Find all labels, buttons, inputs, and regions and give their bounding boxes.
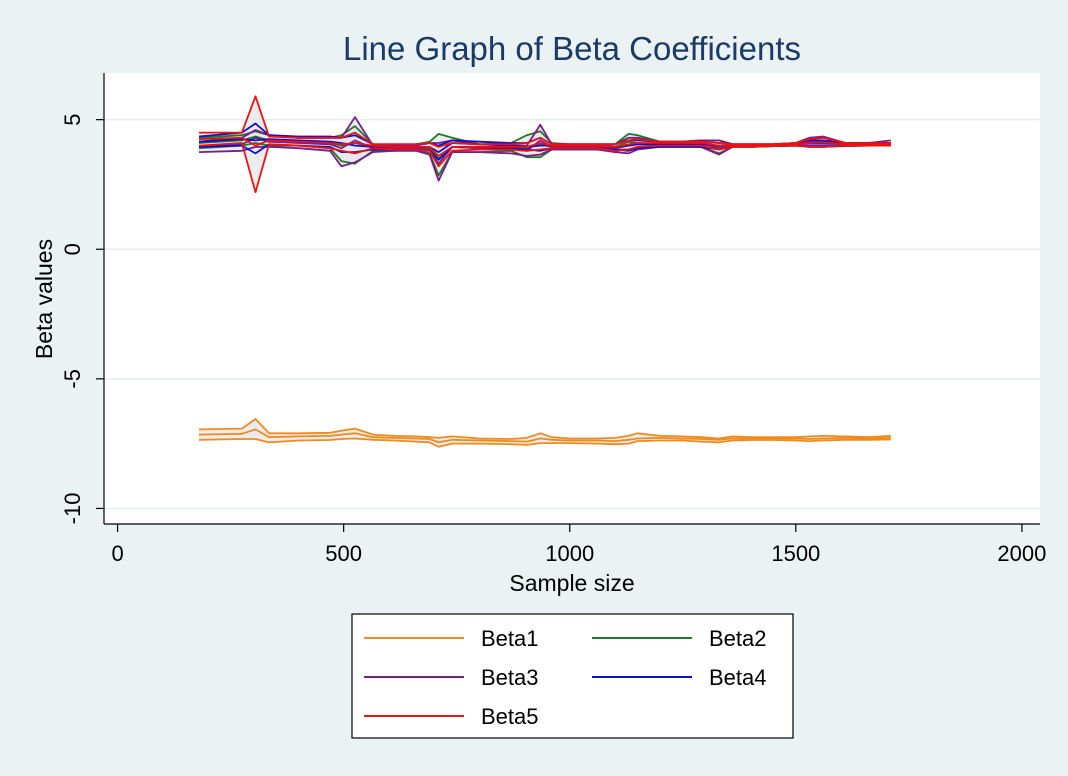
series-line-beta1-mean xyxy=(198,428,891,444)
x-axis-title: Sample size xyxy=(509,570,634,596)
legend-label-beta1: Beta1 xyxy=(481,626,539,651)
y-tick-label: -10 xyxy=(60,493,85,525)
y-tick-label: 0 xyxy=(60,243,85,255)
legend-label-beta4: Beta4 xyxy=(709,665,767,690)
legend-label-beta2: Beta2 xyxy=(709,626,767,651)
series-line-beta1-lower xyxy=(198,437,891,448)
y-tick-label: -5 xyxy=(60,369,85,389)
legend-label-beta3: Beta3 xyxy=(481,665,539,690)
series-line-beta5-lower xyxy=(198,142,891,194)
series-lines xyxy=(198,95,891,448)
chart-title: Line Graph of Beta Coefficients xyxy=(343,30,801,67)
x-tick-label: 1500 xyxy=(771,541,820,566)
series-line-beta5-mean xyxy=(198,136,891,157)
x-tick-label: 1000 xyxy=(545,541,594,566)
x-tick-label: 2000 xyxy=(997,541,1046,566)
legend: Beta1 Beta2 Beta3 Beta4 Beta5 xyxy=(351,613,794,739)
y-axis-ticks: -10 -5 0 5 xyxy=(60,114,104,525)
x-tick-label: 0 xyxy=(111,541,123,566)
series-line-beta1-upper xyxy=(198,418,891,440)
x-tick-label: 500 xyxy=(325,541,362,566)
legend-box xyxy=(351,613,794,739)
x-axis-ticks: 0 500 1000 1500 2000 xyxy=(111,524,1046,566)
legend-label-beta5: Beta5 xyxy=(481,704,539,729)
y-tick-label: 5 xyxy=(60,114,85,126)
y-axis-title: Beta values xyxy=(31,239,57,359)
